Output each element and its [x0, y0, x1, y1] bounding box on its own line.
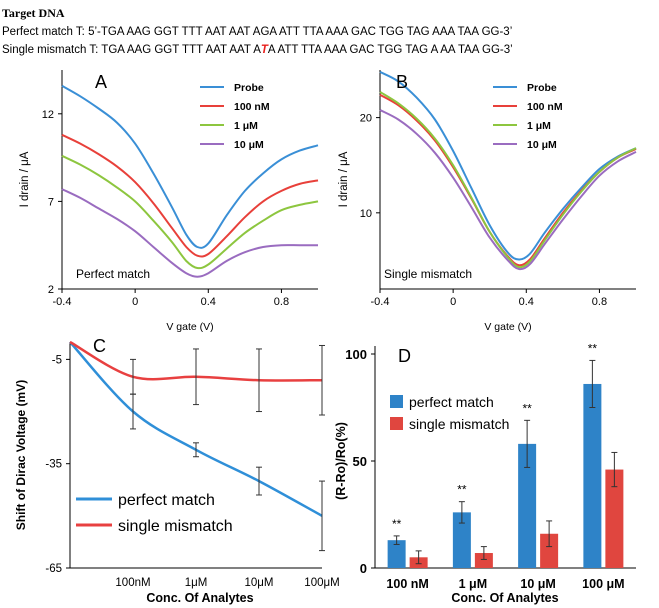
- panel-d-x-tick-label: 1 μM: [459, 577, 488, 591]
- panel-c-letter: C: [93, 336, 106, 356]
- panel-d-letter: D: [398, 346, 411, 366]
- panel-d-y-tick-label: 0: [360, 561, 367, 576]
- panel-a-x-tick-label: 0.8: [274, 296, 289, 308]
- panel-d-x-tick-label: 10 μM: [520, 577, 555, 591]
- panel-a-y-tick-label: 2: [48, 284, 54, 296]
- perfect-match-sequence: Perfect match T: 5’-TGA AAG GGT TTT AAT …: [2, 26, 512, 38]
- single-mismatch-label: Single mismatch T:: [2, 44, 99, 56]
- panel-d-y-tick-label: 50: [353, 454, 367, 469]
- panel-a-legend-label: 100 nM: [234, 101, 270, 113]
- panel-c-y-tick-label: -5: [52, 354, 62, 366]
- panel-a-series-line: [61, 84, 319, 249]
- panel-d-bar: [452, 512, 471, 568]
- panel-a-y-label: I drain / μA: [19, 151, 31, 207]
- panel-c-x-tick-label: 10μM: [245, 577, 274, 589]
- panel-a-series-line: [61, 154, 319, 270]
- panel-b-y-tick-label: 10: [360, 208, 372, 220]
- panel-d-bar: [540, 533, 559, 568]
- panel-c-x-tick-label: 1μM: [185, 577, 208, 589]
- panel-c-x-tick-label: 100μM: [304, 577, 339, 589]
- panel-a-legend-label: 10 μM: [234, 139, 264, 151]
- panel-a-annotation: Perfect match: [76, 267, 150, 281]
- panel-b-x-tick-label: 0.4: [519, 296, 534, 308]
- panel-c-x-label: Conc. Of Analytes: [146, 591, 253, 605]
- panel-d-x-label: Conc. Of Analytes: [451, 591, 558, 605]
- panel-b-series-line: [379, 109, 637, 271]
- panel-a-x-label: V gate (V): [166, 321, 213, 333]
- panel-d-y-tick-label: 100: [345, 347, 367, 362]
- panel-d-significance: **: [588, 341, 598, 355]
- perfect-match-seq: 5’-TGA AAG GGT TTT AAT AAT AGA ATT TTA A…: [88, 26, 513, 38]
- panel-b-legend-label: Probe: [527, 82, 557, 94]
- panel-b-letter: B: [396, 72, 408, 92]
- panel-c-y-tick-label: -65: [45, 563, 62, 575]
- panel-c-y-tick-label: -35: [45, 459, 62, 471]
- panel-b-series-line: [379, 91, 637, 269]
- panel-d-y-label: (R-Ro)/Ro(%): [334, 422, 348, 500]
- panel-b-x-label: V gate (V): [484, 321, 531, 333]
- panel-a-x-tick-label: 0: [132, 296, 138, 308]
- panel-b-annotation: Single mismatch: [384, 267, 472, 281]
- panel-d-legend-swatch: [390, 395, 403, 408]
- single-mismatch-seq-pre: TGA AAG GGT TTT AAT AAT A: [101, 44, 261, 56]
- panel-a-y-tick-label: 7: [48, 196, 54, 208]
- panel-c-legend-label: single mismatch: [118, 518, 233, 535]
- panel-b-legend-label: 100 nM: [527, 101, 563, 113]
- mismatch-base: T: [260, 44, 268, 56]
- panel-a-series-line: [61, 188, 318, 278]
- panel-d-bar: [583, 383, 602, 568]
- panel-b-legend-label: 10 μM: [527, 139, 557, 151]
- panel-a-legend-label: 1 μM: [234, 120, 258, 132]
- panel-b-series-line: [379, 71, 637, 261]
- single-mismatch-sequence: Single mismatch T: TGA AAG GGT TTT AAT A…: [2, 44, 513, 56]
- panel-c-legend-label: perfect match: [118, 492, 215, 509]
- panel-a-legend-label: Probe: [234, 82, 264, 94]
- panel-d-legend-label: perfect match: [409, 394, 494, 410]
- panel-d-bar: [605, 469, 624, 568]
- panel-a-series-line: [61, 133, 319, 258]
- panel-d-bar: [474, 553, 493, 568]
- panel-d-x-tick-label: 100 nM: [386, 577, 428, 591]
- panel-b-y-tick-label: 20: [360, 113, 372, 125]
- panel-b-y-label: I drain / μA: [338, 151, 350, 207]
- panel-d-x-tick-label: 100 μM: [582, 577, 624, 591]
- panel-a-letter: A: [95, 72, 107, 92]
- panel-b-x-tick-label: 0.8: [592, 296, 607, 308]
- panel-b-x-tick-label: 0: [450, 296, 456, 308]
- panel-d-bar: [387, 540, 406, 568]
- panel-a-x-tick-label: -0.4: [53, 296, 72, 308]
- panel-d-bar: [518, 443, 537, 568]
- panel-c-y-label: Shift of Dirac Voltage (mV): [14, 380, 28, 530]
- panel-b-x-tick-label: -0.4: [371, 296, 390, 308]
- panel-d-significance: **: [457, 483, 467, 497]
- panel-a-x-tick-label: 0.4: [201, 296, 216, 308]
- panel-d-significance: **: [392, 517, 402, 531]
- panel-c-x-tick-label: 100nM: [115, 577, 150, 589]
- panel-d-significance: **: [522, 401, 532, 415]
- panel-d-legend-label: single mismatch: [409, 416, 509, 432]
- panel-a-y-tick-label: 12: [42, 109, 54, 121]
- perfect-match-label: Perfect match T:: [2, 26, 85, 38]
- panel-d-legend-swatch: [390, 417, 403, 430]
- header-title: Target DNA: [2, 6, 65, 20]
- panel-b-legend-label: 1 μM: [527, 120, 551, 132]
- single-mismatch-seq-post: A ATT TTA AAA GAC TGG TAG A AA TAA GG-3’: [267, 44, 513, 56]
